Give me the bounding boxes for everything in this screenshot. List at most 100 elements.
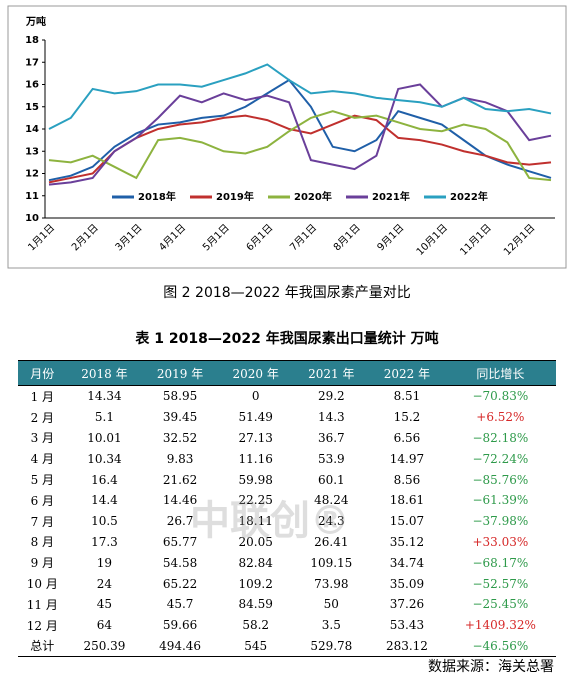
table-cell: 45.7 bbox=[166, 597, 194, 612]
table-cell: 53.9 bbox=[317, 451, 345, 466]
table-row: 4 月 10.34 9.83 11.16 53.9 14.97 −72.24% bbox=[18, 448, 556, 469]
x-tick-label: 3月1日 bbox=[113, 222, 145, 254]
table-cell: 10 月 bbox=[26, 577, 58, 592]
table-cell: 8 月 bbox=[30, 535, 55, 550]
table-cell: 36.7 bbox=[317, 430, 345, 445]
header-cell: 同比增长 bbox=[444, 360, 556, 386]
header-cell: 2018 年 bbox=[66, 360, 143, 386]
table-cell: 9 月 bbox=[30, 556, 55, 571]
y-tick-label: 17 bbox=[25, 57, 39, 68]
table-cell: 65.77 bbox=[162, 534, 198, 549]
table-row: 总计 250.39 494.46 545 529.78 283.12 −46.56% bbox=[18, 635, 556, 658]
series-line bbox=[48, 78, 552, 182]
table-cell: 11.16 bbox=[238, 451, 273, 466]
series-line bbox=[48, 110, 552, 182]
table-row: 9 月 19 54.58 82.84 109.15 34.74 −68.17% bbox=[18, 552, 556, 573]
table-cell: 18.61 bbox=[389, 493, 425, 508]
table-title: 表 1 2018—2022 年我国尿素出口量统计 万吨 bbox=[135, 331, 439, 347]
table-row: 10 月 24 65.22 109.2 73.98 35.09 −52.57% bbox=[18, 573, 556, 594]
x-tick-label: 5月1日 bbox=[200, 222, 232, 254]
series-line bbox=[48, 63, 552, 130]
header-cell: 2021 年 bbox=[293, 360, 370, 386]
table-cell: −82.18% bbox=[472, 430, 529, 445]
table-cell: 51.49 bbox=[238, 410, 273, 425]
table-cell: 48.24 bbox=[314, 493, 349, 508]
x-tick-label: 4月1日 bbox=[157, 222, 189, 254]
table-row: 8 月 17.3 65.77 20.05 26.41 35.12 +33.03% bbox=[18, 532, 556, 553]
series-line bbox=[48, 83, 552, 186]
table-cell: 14.46 bbox=[162, 493, 198, 508]
y-tick-label: 13 bbox=[25, 146, 39, 157]
table-cell: 53.43 bbox=[389, 618, 425, 633]
table-cell: 1 月 bbox=[30, 389, 55, 404]
table-row: 7 月 10.5 26.7 18.11 24.3 15.07 −37.98% bbox=[18, 511, 556, 532]
table-row: 6 月 14.4 14.46 22.25 48.24 18.61 −61.39% bbox=[18, 490, 556, 511]
y-tick-label: 11 bbox=[25, 191, 39, 202]
table-cell: 总计 bbox=[18, 635, 67, 658]
data-table: 月份 2018 年 2019 年 2020 年 2021 年 2022 年同比增长 1 月 1… bbox=[18, 360, 556, 658]
table-cell: 37.26 bbox=[389, 597, 425, 612]
table-cell: 2 月 bbox=[30, 410, 55, 425]
table-cell: 24 bbox=[96, 576, 113, 591]
watermark: 中联创® bbox=[190, 498, 350, 544]
table-cell: 24.3 bbox=[317, 514, 345, 529]
table-cell: 54.58 bbox=[162, 555, 198, 570]
table-cell: 5.1 bbox=[94, 410, 114, 425]
x-tick-label: 7月1日 bbox=[288, 222, 320, 254]
table-cell: 11 月 bbox=[26, 597, 58, 612]
table-cell: −70.83% bbox=[472, 389, 529, 404]
y-tick-label: 18 bbox=[25, 35, 39, 46]
table-cell: 8.56 bbox=[393, 472, 421, 487]
table-cell: 84.59 bbox=[238, 597, 273, 612]
table-cell: 6.56 bbox=[393, 430, 421, 445]
legend-label: 2019年 bbox=[216, 190, 254, 203]
table-cell: 58.95 bbox=[162, 389, 198, 404]
table-cell: +33.03% bbox=[472, 534, 529, 549]
legend-label: 2020年 bbox=[294, 190, 332, 203]
table-cell: −25.45% bbox=[472, 597, 529, 612]
table-row: 11 月 45 45.7 84.59 50 37.26 −25.45% bbox=[18, 594, 556, 615]
table-cell: 60.1 bbox=[317, 472, 345, 487]
table-cell: +1409.32% bbox=[464, 618, 536, 633]
legend-label: 2021年 bbox=[372, 190, 410, 203]
table-cell: 109.15 bbox=[310, 555, 353, 570]
table-cell: 529.78 bbox=[293, 635, 370, 658]
table-cell: 7 月 bbox=[30, 514, 55, 529]
table-cell: 45 bbox=[96, 597, 113, 612]
table-cell: 32.52 bbox=[162, 430, 198, 445]
table-cell: 0 bbox=[251, 389, 260, 404]
x-tick-label: 12月1日 bbox=[501, 222, 537, 258]
y-tick-label: 12 bbox=[25, 169, 39, 180]
table-cell: 14.3 bbox=[317, 410, 345, 425]
source-note: 数据来源：海关总署 bbox=[428, 659, 554, 675]
table-cell: 10.34 bbox=[87, 451, 122, 466]
x-tick-label: 11月1日 bbox=[458, 222, 494, 258]
header-cell: 月份 bbox=[18, 360, 67, 386]
table-cell: 3.5 bbox=[321, 618, 341, 633]
table-cell: 545 bbox=[217, 635, 294, 658]
x-tick-label: 6月1日 bbox=[244, 222, 276, 254]
x-tick-label: 9月1日 bbox=[375, 222, 407, 254]
header-cell: 2019 年 bbox=[142, 360, 218, 386]
table-row: 3 月 10.01 32.52 27.13 36.7 6.56 −82.18% bbox=[18, 428, 556, 449]
table-cell: 8.51 bbox=[393, 389, 421, 404]
table-cell: 14.34 bbox=[87, 389, 122, 404]
header-cell: 2022 年 bbox=[369, 360, 445, 386]
table-cell: 59.66 bbox=[162, 618, 198, 633]
table-cell: 4 月 bbox=[30, 452, 55, 467]
table-cell: 22.25 bbox=[238, 493, 273, 508]
legend-label: 2018年 bbox=[138, 190, 176, 203]
table-cell: 27.13 bbox=[238, 430, 273, 445]
table-cell: −46.56% bbox=[444, 635, 556, 658]
table-cell: 26.41 bbox=[314, 534, 349, 549]
table-cell: −72.24% bbox=[472, 451, 529, 466]
table-cell: 20.05 bbox=[238, 534, 273, 549]
table-cell: 82.84 bbox=[238, 555, 273, 570]
y-tick-label: 15 bbox=[25, 102, 39, 113]
header-cell: 2020 年 bbox=[217, 360, 294, 386]
table-cell: 21.62 bbox=[162, 472, 198, 487]
table-cell: 12 月 bbox=[26, 618, 58, 633]
table-cell: 59.98 bbox=[238, 472, 273, 487]
table-cell: 6 月 bbox=[30, 493, 55, 508]
